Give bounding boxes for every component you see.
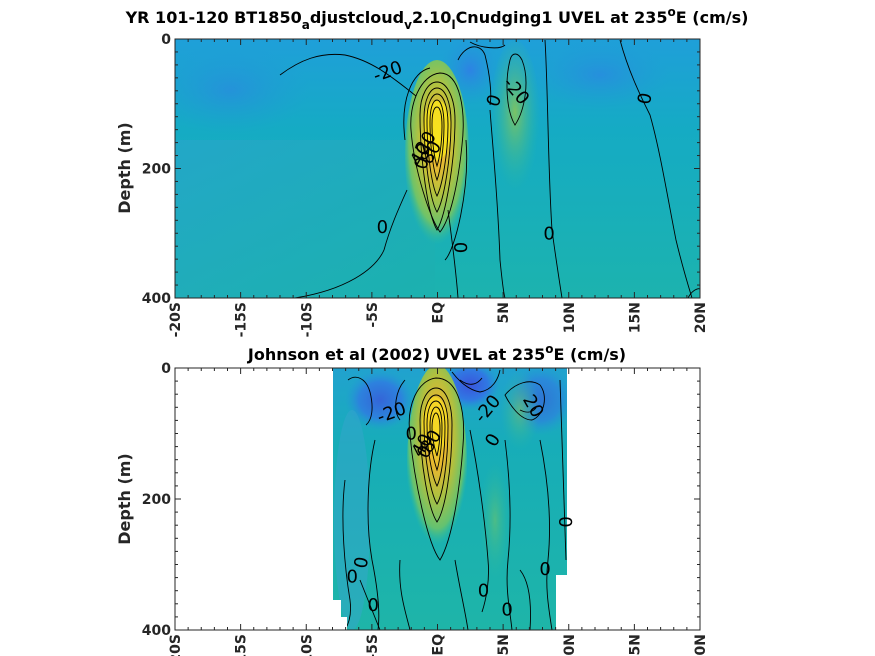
x-tick-label: -15S [234, 634, 250, 656]
x-tick-label: 15N [627, 302, 643, 333]
panel-1-title-mid2: 2.10 [412, 8, 451, 27]
contour-label: 0 [451, 242, 472, 253]
x-tick-label: 5N [496, 302, 512, 323]
panel-1-title-mid3: Cnudging1 UVEL at 235 [456, 8, 668, 27]
x-tick-label: -5S [365, 302, 381, 328]
x-tick-label: -20S [168, 302, 184, 337]
y-tick-label: 200 [142, 492, 171, 508]
x-tick-label: EQ [431, 634, 447, 656]
panel-2: Johnson et al (2002) UVEL at 235oE (cm/s… [115, 342, 709, 656]
x-tick-label: -5S [365, 634, 381, 656]
panel-1-contours [279, 39, 700, 298]
x-tick-label: -20S [168, 634, 184, 656]
panel-1-ylabel: Depth (m) [115, 122, 134, 214]
panel-1: YR 101-120 BT1850adjustcloudv2.10lCnudgi… [115, 5, 748, 337]
x-tick-label: -10S [299, 634, 315, 656]
contour-label: 0 [351, 555, 374, 570]
y-tick-label: 0 [161, 32, 171, 48]
y-tick-label: 0 [161, 361, 171, 377]
panel-2-ylabel: Depth (m) [115, 453, 134, 545]
contour-label: 0 [543, 223, 554, 244]
panel-2-title-sup: o [545, 342, 553, 356]
panel-2-contours [342, 369, 567, 630]
contour-label: 0 [367, 595, 378, 616]
x-tick-label: 10N [562, 302, 578, 333]
panel-2-nodata-left2 [341, 617, 347, 630]
x-tick-label: EQ [431, 302, 447, 324]
panel-2-title-prefix: Johnson et al (2002) UVEL at 235 [247, 345, 545, 364]
contour-label: 0 [501, 600, 512, 621]
contour-label: 0 [346, 566, 357, 587]
panel-2-x-ticks: -20S -15S -10S -5S EQ 5N 10N 15N 20N [168, 368, 709, 656]
contour-label: 0 [634, 91, 657, 106]
x-tick-label: -10S [299, 302, 315, 337]
panel-2-y-ticks: 0 200 400 [142, 361, 700, 639]
x-tick-label: 15N [627, 634, 643, 656]
x-tick-label: 10N [562, 634, 578, 656]
panel-2-nodata-right [556, 575, 567, 630]
x-tick-label: 20N [693, 302, 709, 333]
panel-1-title-suffix: E (cm/s) [676, 8, 749, 27]
x-tick-label: 20N [693, 634, 709, 656]
contour-label: 0 [406, 424, 417, 445]
y-tick-label: 400 [142, 291, 171, 307]
panel-2-title-suffix: E (cm/s) [553, 345, 626, 364]
x-tick-label: -15S [234, 302, 250, 337]
y-tick-label: 400 [142, 623, 171, 639]
contour-label: 0 [377, 217, 388, 238]
y-tick-label: 200 [142, 162, 171, 178]
panel-1-y-ticks: 0 200 400 [142, 32, 700, 307]
panel-1-title-sub2: v [404, 18, 412, 32]
x-tick-label: 5N [496, 634, 512, 655]
contour-label: 0 [539, 559, 550, 580]
panel-1-title: YR 101-120 BT1850adjustcloudv2.10lCnudgi… [125, 5, 749, 32]
panel-2-nodata-left [333, 600, 341, 630]
contour-label: 0 [556, 516, 577, 527]
contour-label: 0 [478, 581, 489, 602]
panel-1-x-ticks: -20S -15S -10S -5S EQ 5N 10N 15N 20N [168, 39, 709, 337]
panel-1-heatmap [175, 39, 700, 298]
panel-2-title: Johnson et al (2002) UVEL at 235oE (cm/s… [247, 342, 626, 364]
panel-1-title-sub1: a [302, 18, 310, 32]
panel-1-title-sub3: l [451, 18, 455, 32]
panel-1-title-prefix: YR 101-120 BT1850 [125, 8, 302, 27]
panel-1-title-sup: o [668, 5, 676, 19]
panel-1-title-mid1: djustcloud [310, 8, 404, 27]
